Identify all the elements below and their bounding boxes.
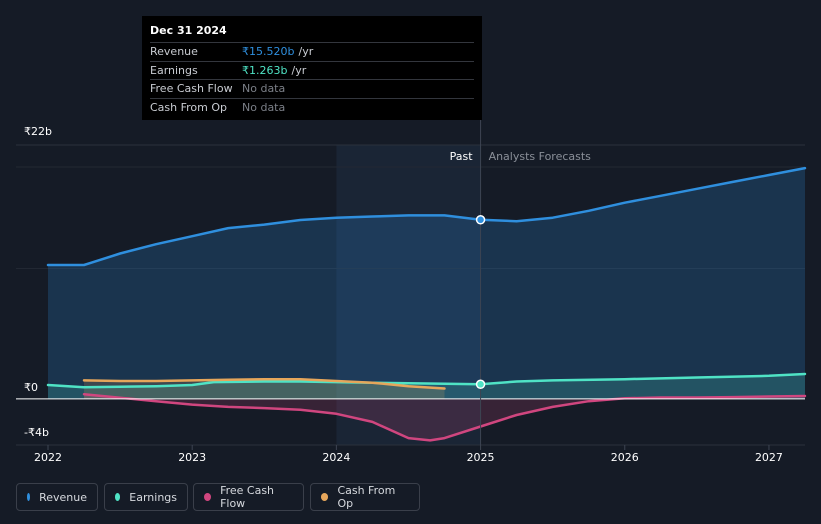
legend-label: Revenue — [39, 490, 87, 504]
revenue-dot-icon — [27, 493, 31, 501]
tooltip-row-cash-from-op: Cash From Op No data — [150, 97, 474, 117]
tooltip-value: No data — [242, 82, 286, 96]
revenue-area — [48, 168, 805, 399]
x-tick-label: 2023 — [178, 451, 206, 464]
free-cash-flow-area — [84, 394, 805, 441]
tooltip-row-revenue: Revenue ₹15.520b /yr — [150, 42, 474, 61]
x-tick-label: 2024 — [322, 451, 350, 464]
tooltip-value: ₹15.520b — [242, 45, 295, 59]
legend-revenue[interactable]: Revenue — [16, 483, 98, 511]
cash-from-op-area — [84, 379, 445, 399]
tooltip-date: Dec 31 2024 — [150, 24, 227, 37]
legend-cash-from-op[interactable]: Cash From Op — [310, 483, 420, 511]
legend-free-cash-flow[interactable]: Free Cash Flow — [193, 483, 304, 511]
legend-label: Earnings — [129, 490, 177, 504]
tooltip-label: Earnings — [150, 63, 198, 77]
earnings-dot-icon — [115, 493, 121, 501]
free-cash-flow-line — [82, 392, 807, 442]
tooltip-label: Cash From Op — [150, 100, 228, 114]
y-tick-label: ₹22b — [24, 125, 52, 138]
revenue-marker — [475, 215, 486, 225]
x-tick-label: 2026 — [611, 451, 639, 464]
legend-label: Free Cash Flow — [220, 484, 275, 510]
tooltip-label: Free Cash Flow — [150, 82, 233, 96]
x-tick-label: 2027 — [755, 451, 783, 464]
cash-from-op-line — [82, 377, 446, 390]
earnings-marker — [475, 379, 486, 390]
past-label: Past — [450, 150, 474, 163]
y-tick-label: ₹0 — [24, 381, 38, 394]
free-cash-flow-dot-icon — [204, 493, 212, 501]
tooltip-unit: /yr — [298, 45, 314, 59]
tooltip: Dec 31 2024 Revenue ₹15.520b /yr Earning… — [142, 16, 482, 120]
legend-label: Cash From Op — [337, 484, 396, 510]
tooltip-value: No data — [242, 100, 286, 114]
tooltip-row-earnings: Earnings ₹1.263b /yr — [150, 60, 474, 80]
tooltip-row-free-cash-flow: Free Cash Flow No data — [150, 79, 474, 98]
y-tick-label: -₹4b — [24, 426, 49, 439]
x-tick-label: 2022 — [34, 451, 62, 464]
forecast-label: Analysts Forecasts — [489, 150, 592, 163]
legend-earnings[interactable]: Earnings — [104, 483, 188, 511]
revenue-line — [46, 166, 807, 267]
tooltip-value: ₹1.263b — [242, 63, 288, 77]
past-highlight-region — [336, 145, 481, 445]
x-tick-label: 2025 — [467, 451, 495, 464]
cash-from-op-dot-icon — [321, 493, 329, 501]
tooltip-unit: /yr — [291, 63, 307, 77]
tooltip-label: Revenue — [150, 45, 198, 59]
